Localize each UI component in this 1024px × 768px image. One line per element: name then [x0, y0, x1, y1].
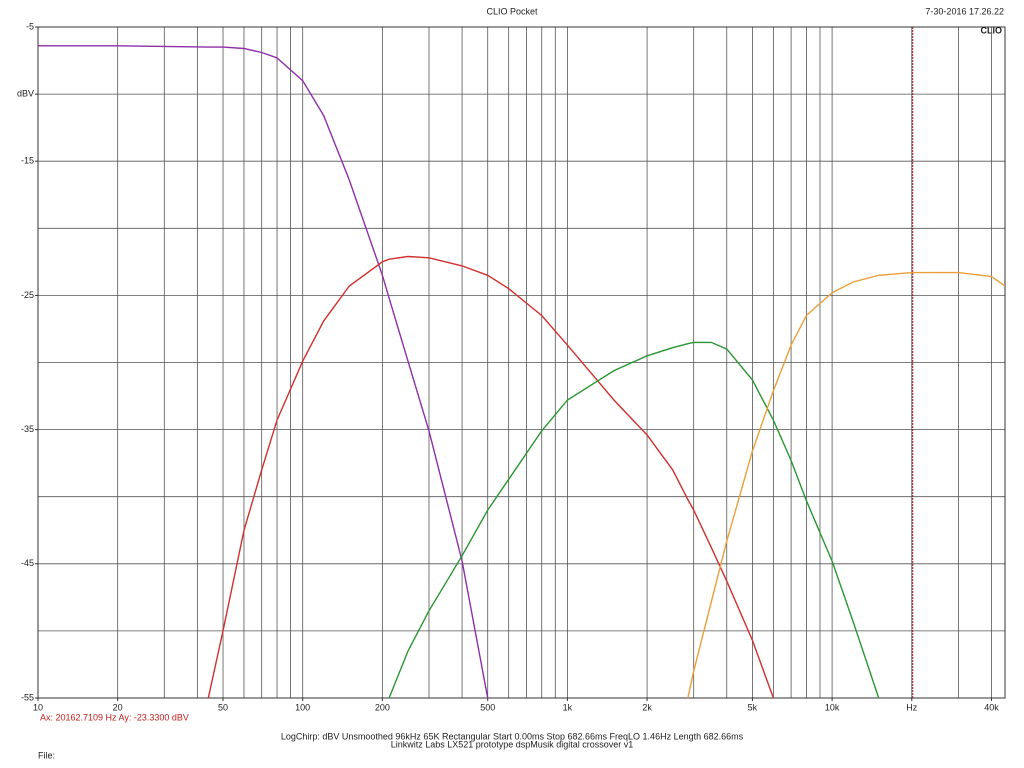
y-tick-label: -15 — [21, 156, 34, 166]
response-curve — [388, 341, 880, 698]
timestamp: 7-30-2016 17.26.22 — [925, 6, 1004, 16]
x-tick-label: 100 — [295, 702, 310, 712]
y-tick-label: -45 — [21, 558, 34, 568]
x-tick-label: 200 — [375, 702, 390, 712]
response-curve — [207, 255, 775, 698]
x-tick-label: 20 — [113, 702, 123, 712]
app-title: CLIO Pocket — [486, 6, 538, 16]
y-tick-label: -25 — [21, 290, 34, 300]
y-tick-label: -35 — [21, 424, 34, 434]
response-curve — [38, 45, 489, 698]
x-tick-label: 40k — [984, 702, 999, 712]
measurement-comment: Linkwitz Labs LX521 prototype dspMusik d… — [391, 739, 634, 749]
x-tick-label: 5k — [748, 702, 758, 712]
x-tick-label: 1k — [563, 702, 573, 712]
x-tick-label: 10k — [825, 702, 840, 712]
file-label: File: — [38, 750, 55, 760]
measurement-settings: LogChirp: dBV Unsmoothed 96kHz 65K Recta… — [281, 731, 744, 741]
cursor-readout: Ax: 20162.7109 Hz Ay: -23.3300 dBV — [40, 712, 189, 722]
response-curve — [687, 271, 1005, 698]
y-tick-label: -5 — [26, 21, 34, 31]
y-tick-label: dBV — [17, 88, 34, 98]
x-tick-label: 10 — [33, 702, 43, 712]
plot-frame — [37, 26, 1006, 699]
x-tick-label: 50 — [218, 702, 228, 712]
y-tick-label: -55 — [21, 692, 34, 702]
x-tick-label: 2k — [642, 702, 652, 712]
x-tick-label: 500 — [480, 702, 495, 712]
x-tick-label: Hz — [906, 702, 917, 712]
